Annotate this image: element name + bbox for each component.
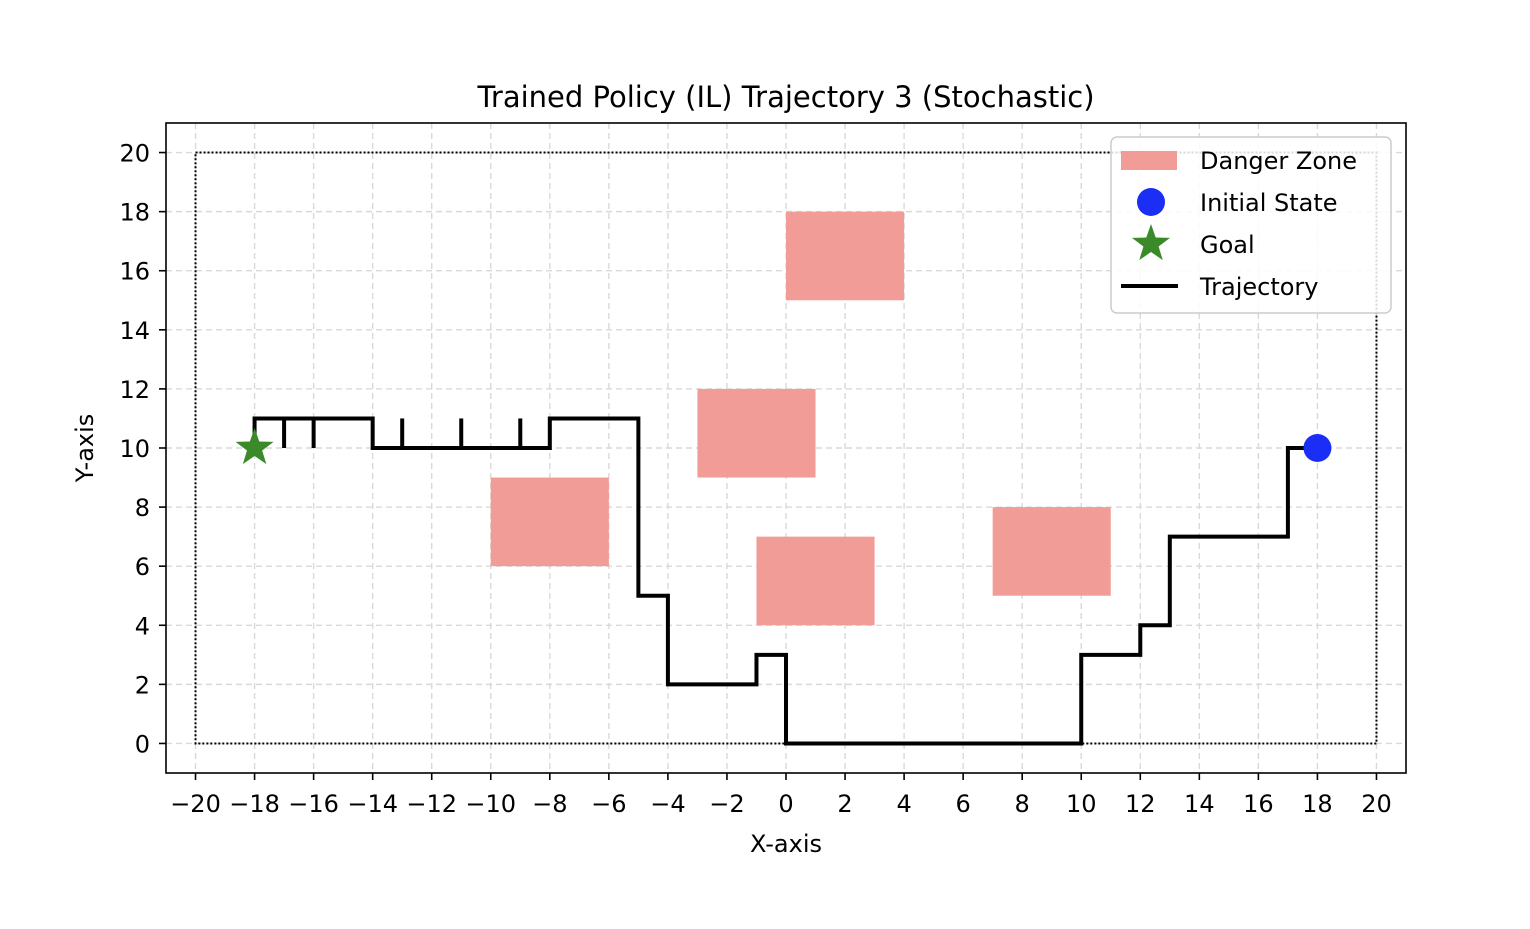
x-tick-label: −18 <box>229 790 280 818</box>
markers <box>235 428 1332 465</box>
danger-zone-rect <box>992 507 1111 596</box>
boundary-rect <box>194 151 1378 745</box>
x-tick-label: 2 <box>837 790 852 818</box>
danger-zone-rect <box>697 388 816 478</box>
x-ticks: −20 −18 −16 −14 −12 −10 −8 −6 −4 −2 0 2 4 6 8 10 12 14 16 1… <box>170 773 1392 818</box>
x-tick-label: 14 <box>1184 790 1215 818</box>
x-tick-label: −4 <box>650 790 685 818</box>
y-tick-label: 12 <box>119 376 150 404</box>
legend-label: Initial State <box>1200 189 1338 217</box>
legend: Danger Zone Initial State Goal Trajectory <box>1110 136 1392 314</box>
y-tick-label: 20 <box>119 140 150 168</box>
y-tick-label: 16 <box>119 258 150 286</box>
chart-title: Trained Policy (IL) Trajectory 3 (Stocha… <box>476 80 1094 114</box>
y-tick-label: 2 <box>135 671 150 699</box>
danger-zone-rect <box>756 536 875 626</box>
y-tick-label: 10 <box>119 435 150 463</box>
x-tick-label: 0 <box>778 790 793 818</box>
goal-star-marker <box>235 428 274 465</box>
legend-initial-state-dot <box>1137 188 1165 216</box>
trajectory-group <box>252 416 1318 746</box>
x-tick-label: −10 <box>465 790 516 818</box>
x-tick-label: −20 <box>170 790 221 818</box>
legend-label: Danger Zone <box>1200 147 1357 175</box>
y-tick-label: 4 <box>135 612 150 640</box>
y-tick-label: 0 <box>135 730 150 758</box>
legend-box <box>1110 136 1392 314</box>
danger-zone-rect <box>490 477 609 567</box>
y-axis-label: Y-axis <box>71 414 99 484</box>
x-tick-label: −12 <box>406 790 457 818</box>
x-axis-label: X-axis <box>750 830 822 858</box>
legend-goal-star-icon <box>1131 224 1171 261</box>
trajectory-line <box>252 416 1318 746</box>
x-tick-label: −8 <box>532 790 567 818</box>
x-tick-label: −14 <box>347 790 398 818</box>
y-tick-label: 14 <box>119 317 150 345</box>
x-tick-label: 20 <box>1361 790 1392 818</box>
x-tick-label: −2 <box>709 790 744 818</box>
x-tick-label: 12 <box>1125 790 1156 818</box>
x-tick-label: −6 <box>591 790 626 818</box>
y-tick-label: 18 <box>119 199 150 227</box>
x-tick-label: 16 <box>1243 790 1274 818</box>
x-tick-label: 18 <box>1302 790 1333 818</box>
x-tick-label: 6 <box>956 790 971 818</box>
danger-zone-rect <box>786 211 905 301</box>
y-tick-label: 6 <box>135 553 150 581</box>
x-tick-label: −16 <box>288 790 339 818</box>
environment-boundary <box>194 151 1378 745</box>
y-ticks: 0 2 4 6 8 10 12 14 16 18 20 <box>119 140 166 758</box>
legend-label: Goal <box>1200 231 1255 259</box>
y-tick-label: 8 <box>135 494 150 522</box>
legend-label: Trajectory <box>1199 273 1319 301</box>
x-tick-label: 8 <box>1015 790 1030 818</box>
legend-danger-zone-swatch <box>1121 151 1177 170</box>
initial-state-marker <box>1303 434 1332 462</box>
x-tick-label: 10 <box>1066 790 1097 818</box>
x-tick-label: 4 <box>896 790 911 818</box>
danger-zones <box>490 211 1111 626</box>
